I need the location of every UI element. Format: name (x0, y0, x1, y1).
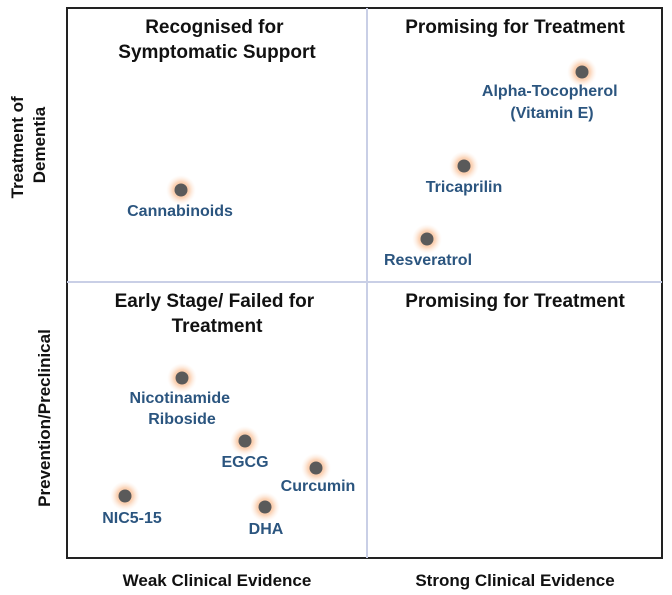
compound-curcumin: Curcumin (281, 453, 356, 495)
compound-label: Cannabinoids (127, 203, 233, 220)
compound-label: Curcumin (281, 478, 356, 495)
marker-dot (575, 65, 589, 79)
marker-dot (238, 434, 252, 448)
marker-dot (258, 500, 272, 514)
marker-dot (175, 371, 189, 385)
compound-alpha-tocopherol: Alpha-Tocopherol (Vitamin E) (482, 57, 622, 122)
quadrant-title-bottom-left: Early Stage/ Failed for Treatment (115, 291, 320, 337)
x-axis-label-strong: Strong Clinical Evidence (415, 571, 614, 590)
compound-dha: DHA (249, 492, 284, 538)
quadrant-title-top-left: Recognised for Symptomatic Support (118, 17, 316, 63)
compound-nic5-15: NIC5-15 (102, 481, 162, 527)
quadrant-title-top-right: Promising for Treatment (405, 17, 625, 38)
quadrant-title-bottom-right: Promising for Treatment (405, 291, 625, 312)
compound-label: EGCG (221, 454, 268, 471)
y-axis-label-treatment: Treatment of Dementia (8, 92, 49, 199)
compound-label: Resveratrol (384, 252, 472, 269)
marker-dot (118, 489, 132, 503)
compound-label: Alpha-Tocopherol (Vitamin E) (482, 83, 622, 122)
compound-label: Tricaprilin (426, 179, 502, 196)
compound-egcg: EGCG (221, 426, 269, 471)
compound-cannabinoids: Cannabinoids (127, 175, 233, 220)
compound-label: Nicotinamide Riboside (130, 390, 235, 428)
x-axis-label-weak: Weak Clinical Evidence (123, 571, 312, 590)
marker-dot (309, 461, 323, 475)
compound-label: NIC5-15 (102, 510, 162, 527)
marker-dot (420, 232, 434, 246)
compound-label: DHA (249, 521, 284, 538)
compound-tricaprilin: Tricaprilin (426, 151, 502, 196)
compound-resveratrol: Resveratrol (384, 224, 472, 269)
marker-dot (457, 159, 471, 173)
marker-dot (174, 183, 188, 197)
compound-nicotinamide-riboside: Nicotinamide Riboside (130, 363, 235, 428)
y-axis-label-prevention: Prevention/Preclinical (35, 329, 54, 507)
